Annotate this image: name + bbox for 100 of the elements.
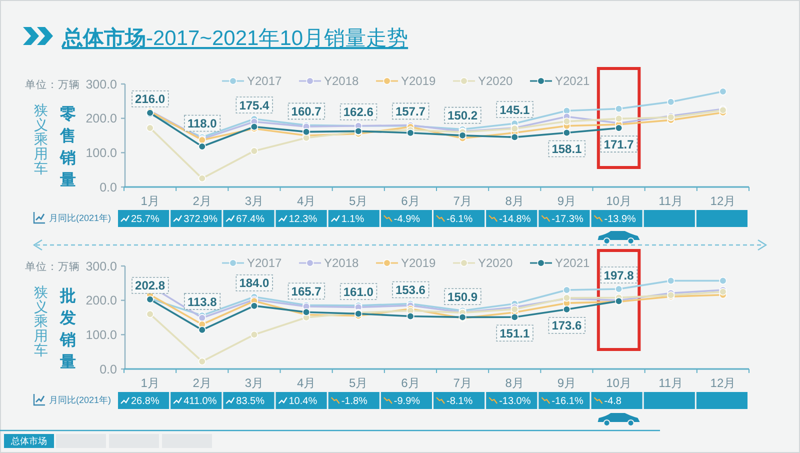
text: -4.8: [604, 396, 622, 407]
text: 1.1%: [341, 214, 364, 225]
data-label: 151.1: [500, 326, 530, 340]
x-tick-label: 1月: [140, 194, 160, 208]
point: [198, 326, 206, 334]
y-tick-label: 200.0: [86, 294, 118, 308]
x-tick-label: 2月: [192, 376, 212, 390]
data-label: 157.7: [395, 104, 426, 119]
point: [146, 310, 154, 318]
point: [510, 305, 518, 314]
point: [614, 104, 623, 113]
data-label: 165.7: [291, 284, 322, 298]
point: [198, 174, 206, 182]
point: [250, 147, 258, 155]
point: [198, 142, 206, 150]
text: -4.9%: [394, 214, 420, 225]
text: 83.5%: [236, 396, 265, 407]
data-label: 175.4: [239, 98, 270, 112]
y-tick-label: 100.0: [86, 328, 118, 342]
text: -6.1%: [446, 214, 473, 225]
legend-label: Y2020: [478, 74, 514, 88]
text: 12.3%: [288, 214, 318, 225]
x-tick-label: 6月: [401, 194, 420, 208]
text: 25.7%: [131, 214, 160, 225]
x-tick-label: 2月: [192, 194, 212, 208]
x-tick-label: 7月: [453, 376, 472, 390]
point: [198, 314, 206, 322]
legend-label: Y2019: [401, 256, 436, 270]
data-label: 197.8: [604, 268, 634, 282]
point: [562, 118, 571, 126]
x-tick-label: 9月: [557, 194, 576, 208]
data-label: 171.7: [604, 137, 634, 152]
y-axis-title: 狭义乘用车: [34, 284, 48, 358]
y-tick-label: 0.0: [100, 180, 118, 194]
text: 总体市场: [10, 436, 47, 446]
y-tick-label: 300.0: [86, 77, 118, 92]
text: -14.8%: [499, 214, 531, 225]
legend-label: Y2018: [324, 256, 360, 270]
data-label: 113.8: [187, 294, 218, 309]
text: 26.8%: [131, 396, 160, 407]
text: 372.9%: [184, 214, 218, 225]
text: 411.0%: [184, 396, 217, 407]
data-label: 150.2: [448, 108, 478, 123]
point: [198, 358, 206, 366]
x-tick-label: 5月: [349, 376, 368, 390]
y-axis-title: 狭义乘用车: [34, 102, 48, 176]
text: 零售销量: [59, 105, 76, 189]
y-tick-label: 200.0: [86, 112, 118, 126]
point: [614, 124, 623, 132]
data-label: 162.6: [343, 105, 374, 120]
text: -1.8%: [341, 396, 368, 407]
text: -8.1%: [446, 396, 473, 407]
x-tick-label: 1月: [140, 376, 160, 390]
y-tick-label: 0.0: [100, 362, 118, 376]
point: [458, 132, 466, 140]
point: [614, 114, 623, 122]
point: [667, 98, 675, 106]
point: [510, 133, 518, 141]
x-tick-label: 10月: [606, 194, 632, 208]
text: -13.0%: [499, 396, 531, 407]
x-tick-label: 10月: [606, 376, 632, 390]
y-tick-label: 300.0: [86, 259, 118, 274]
data-label: 118.0: [187, 116, 218, 131]
text: -17.3%: [552, 214, 584, 225]
legend-label: Y2019: [401, 74, 436, 88]
data-label: 158.1: [552, 142, 582, 156]
x-tick-label: 5月: [349, 194, 368, 208]
data-label: 173.6: [552, 318, 582, 333]
point: [719, 276, 727, 285]
point: [250, 330, 258, 338]
text: 单位：万辆: [25, 260, 80, 273]
point: [562, 306, 571, 314]
point: [250, 302, 258, 310]
point: [667, 276, 675, 285]
data-label: 216.0: [135, 92, 166, 106]
x-tick-label: 12月: [710, 194, 736, 208]
data-label: 153.6: [395, 283, 426, 298]
data-label: 161.0: [343, 284, 374, 299]
x-tick-label: 8月: [505, 194, 524, 208]
legend-label: Y2018: [324, 74, 360, 88]
text: 月同比(2021年): [49, 395, 112, 406]
text: 10.4%: [288, 396, 318, 407]
point: [614, 285, 623, 293]
x-tick-label: 6月: [401, 376, 420, 390]
point: [719, 88, 727, 96]
legend-label: Y2021: [555, 74, 590, 88]
text: -16.1%: [552, 396, 584, 407]
point: [406, 312, 414, 320]
x-tick-label: 7月: [453, 194, 472, 208]
point: [406, 129, 414, 137]
x-tick-label: 4月: [296, 376, 316, 390]
legend-label: Y2017: [247, 74, 282, 88]
x-tick-label: 3月: [244, 376, 264, 390]
data-label: 145.1: [500, 102, 530, 117]
x-tick-label: 11月: [658, 194, 684, 208]
x-tick-label: 3月: [244, 194, 264, 208]
data-label: 184.0: [239, 276, 270, 290]
point: [302, 128, 310, 136]
text: -13.9%: [604, 214, 636, 225]
x-tick-label: 4月: [296, 194, 316, 208]
